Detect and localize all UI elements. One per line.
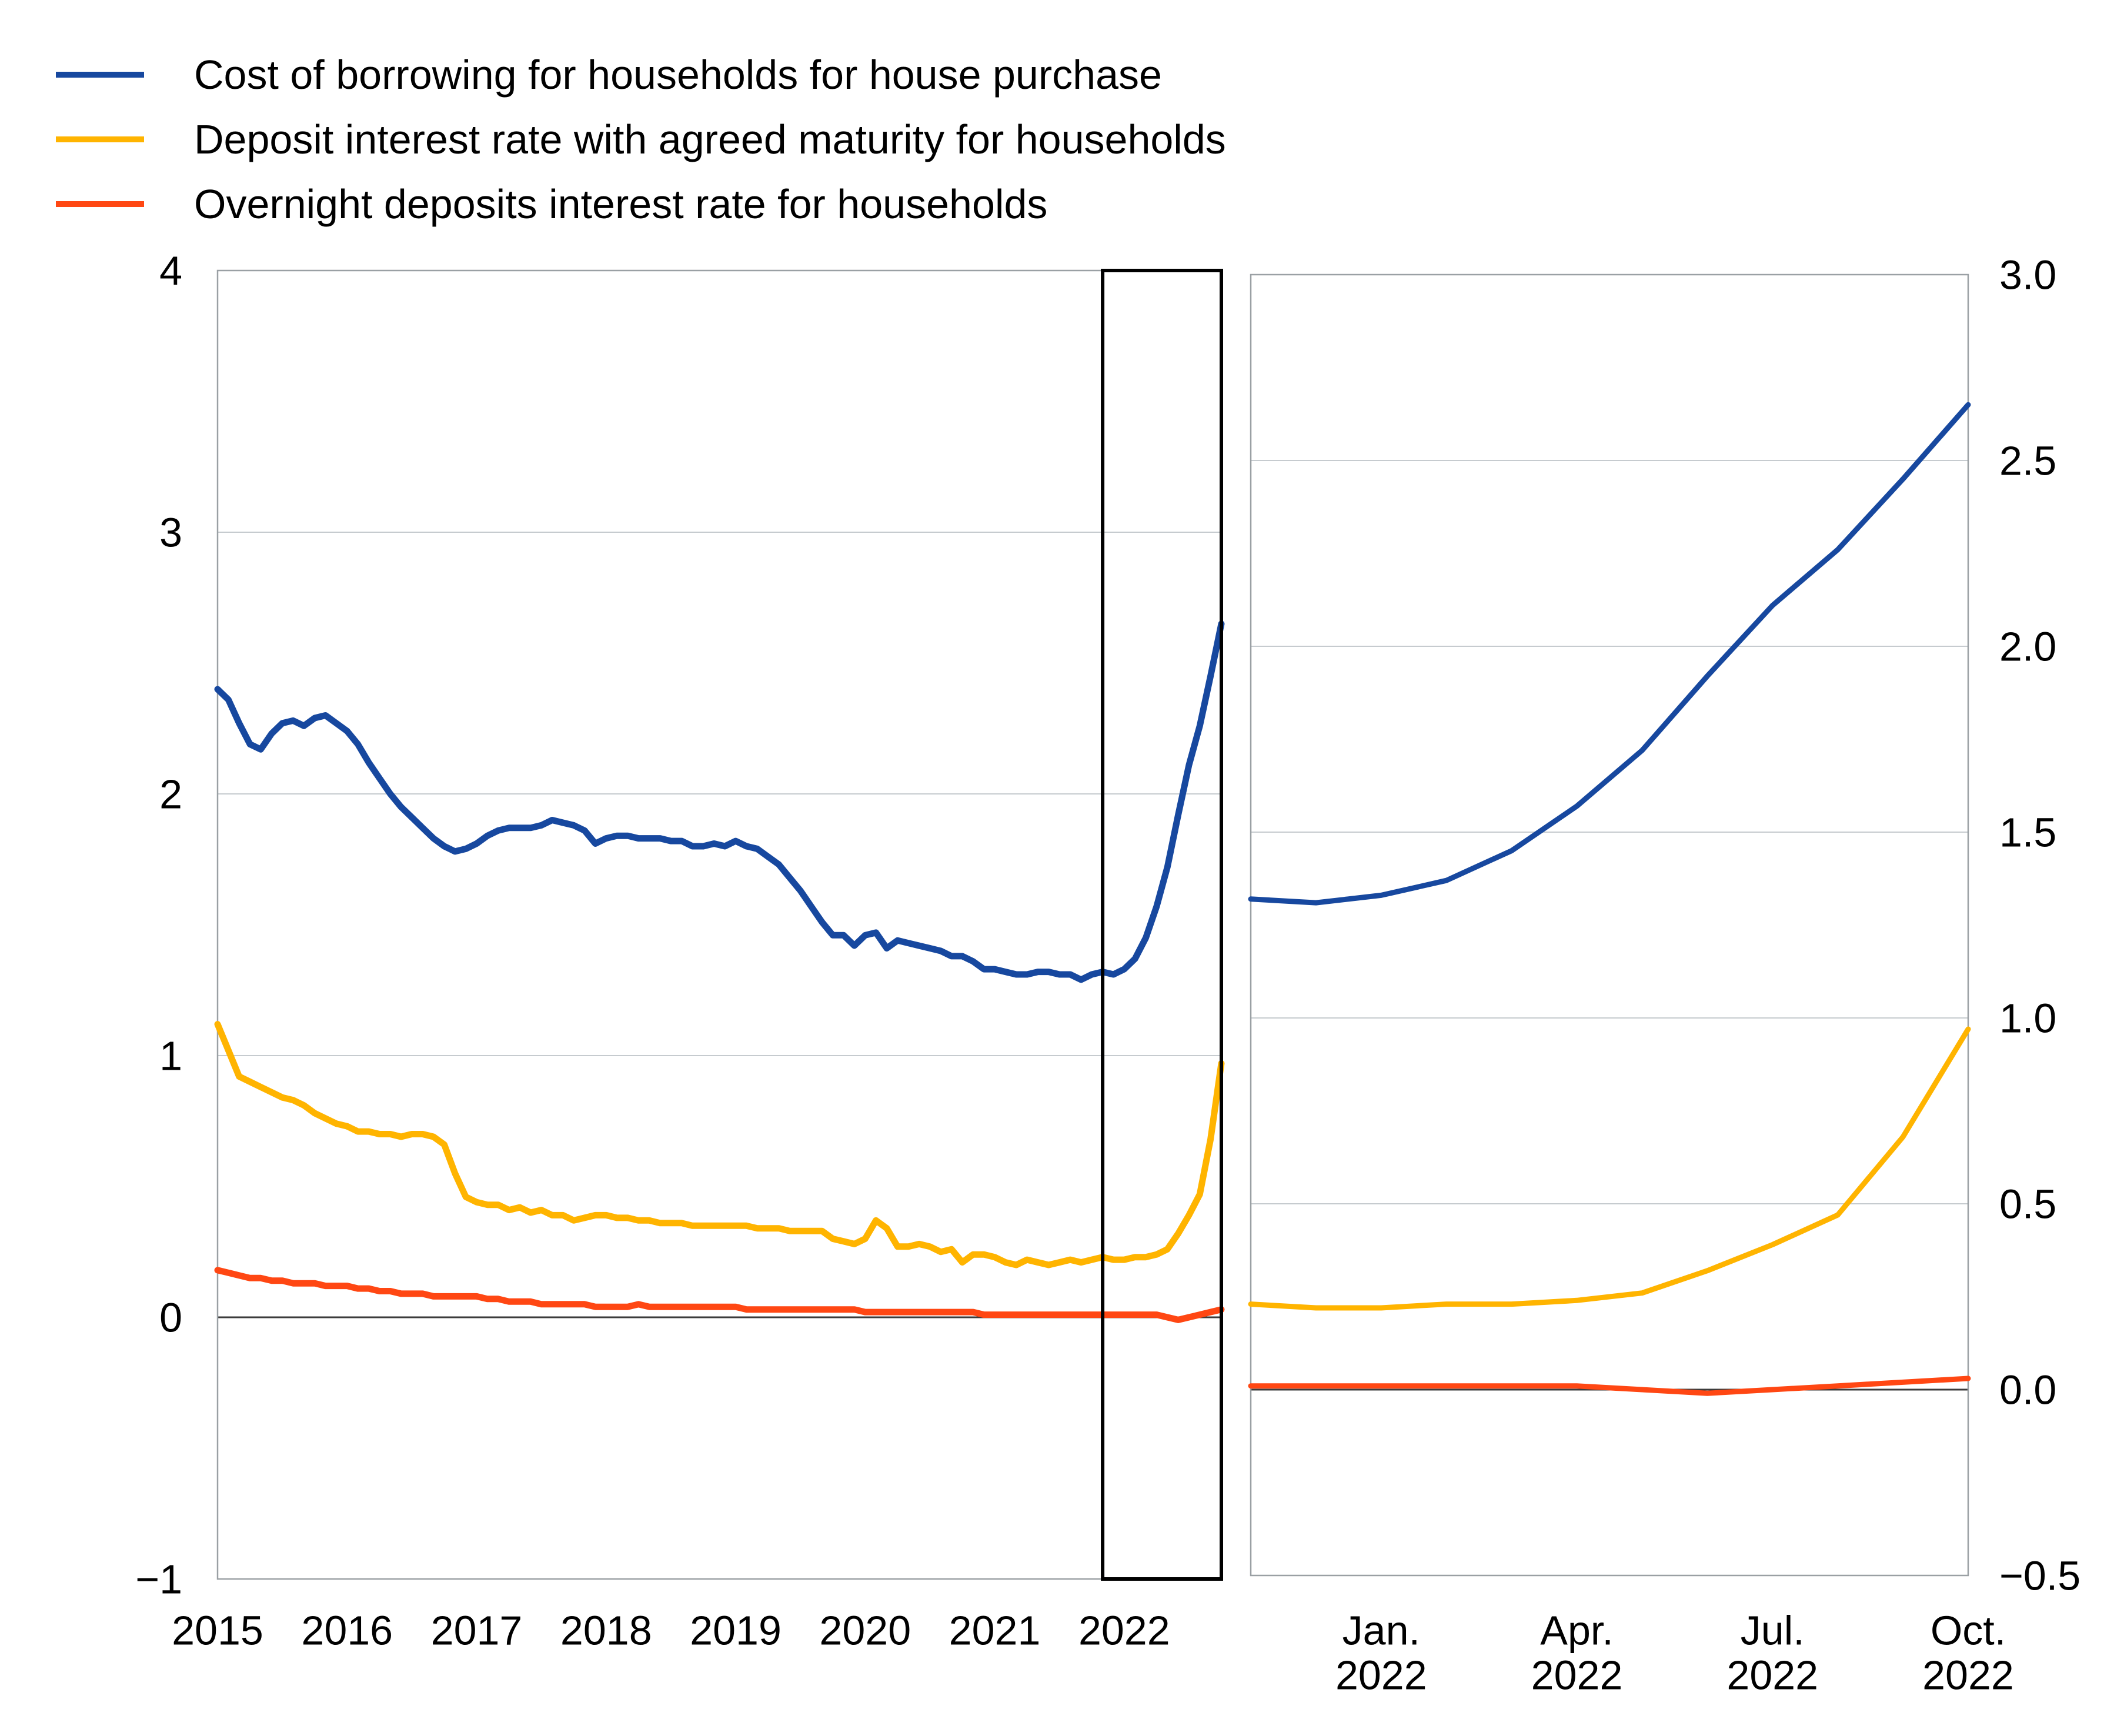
right-panel-xtick-label: Oct. [1931, 1608, 2006, 1654]
right-panel-xtick-label: 2022 [1922, 1652, 2014, 1698]
left-panel-ytick-label: −1 [135, 1557, 182, 1603]
legend: Cost of borrowing for households for hou… [56, 42, 1226, 236]
right-panel-ytick-label: 0.5 [1999, 1181, 2056, 1227]
left-panel-ytick-label: 1 [159, 1033, 182, 1079]
right-panel-ytick-label: 3.0 [1999, 252, 2056, 298]
right-panel-series-0 [1248, 402, 1971, 906]
left-panel-xtick-label: 2021 [949, 1608, 1041, 1654]
left-panel-xtick-label: 2015 [172, 1608, 263, 1654]
legend-line-swatch-red [56, 201, 144, 207]
right-panel-border [1250, 273, 1969, 1577]
right-panel-xtick-label: Jan. [1342, 1608, 1420, 1654]
right-panel-ytick-label: −0.5 [1999, 1553, 2080, 1599]
left-panel-series-0 [214, 620, 1225, 983]
legend-line-swatch-blue [56, 72, 144, 78]
right-panel-series-1 [1248, 1026, 1971, 1311]
left-panel-series-1 [214, 1021, 1225, 1268]
legend-label: Deposit interest rate with agreed maturi… [194, 116, 1226, 162]
left-panel-border [216, 269, 1223, 1580]
left-panel-xtick-label: 2018 [560, 1608, 652, 1654]
right-panel-xtick-label: 2022 [1726, 1652, 1818, 1698]
left-panel-xtick-label: 2016 [301, 1608, 393, 1654]
left-panel-xtick-label: 2022 [1078, 1608, 1170, 1654]
right-panel-ytick-label: 2.5 [1999, 438, 2056, 484]
right-panel-ytick-label: 2.0 [1999, 624, 2056, 670]
legend-item-deposit-agreed-maturity: Deposit interest rate with agreed maturi… [56, 107, 1226, 172]
left-panel-xtick-label: 2017 [431, 1608, 523, 1654]
left-panel-ytick-label: 0 [159, 1295, 182, 1341]
left-panel-xtick-label: 2019 [690, 1608, 782, 1654]
legend-label: Cost of borrowing for households for hou… [194, 52, 1162, 98]
right-panel-ytick-label: 1.5 [1999, 810, 2056, 856]
legend-line-swatch-yellow [56, 136, 144, 142]
legend-item-cost-of-borrowing: Cost of borrowing for households for hou… [56, 42, 1226, 107]
right-panel-ytick-label: 0.0 [1999, 1367, 2056, 1413]
highlight-box-2022 [1101, 269, 1224, 1581]
right-panel-xtick-label: Apr. [1540, 1608, 1614, 1654]
right-panel-xtick-label: 2022 [1531, 1652, 1623, 1698]
left-panel-ytick-label: 3 [159, 510, 182, 556]
right-panel-series-2 [1248, 1376, 1971, 1396]
legend-item-overnight-deposits: Overnight deposits interest rate for hou… [56, 172, 1226, 236]
left-panel-xtick-label: 2020 [819, 1608, 911, 1654]
right-panel-ytick-label: 1.0 [1999, 996, 2056, 1041]
right-panel-xtick-label: Jul. [1741, 1608, 1805, 1654]
right-panel-xtick-label: 2022 [1335, 1652, 1427, 1698]
left-panel-series-2 [214, 1267, 1225, 1323]
legend-label: Overnight deposits interest rate for hou… [194, 181, 1048, 227]
left-panel-ytick-label: 4 [159, 248, 182, 294]
left-panel-ytick-label: 2 [159, 772, 182, 817]
